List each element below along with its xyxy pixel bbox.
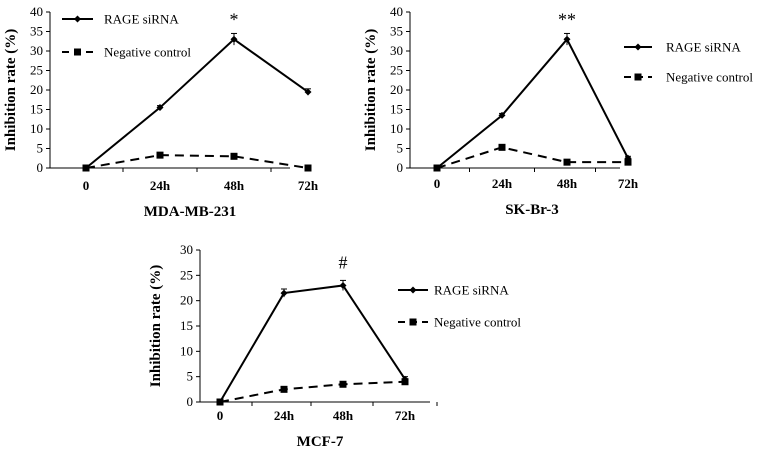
y-tick-label: 30: [180, 242, 193, 257]
y-tick-label: 35: [30, 24, 43, 39]
y-tick-label: 5: [397, 141, 404, 156]
series-line-1: [219, 284, 406, 403]
x-tick-label: 24h: [274, 408, 295, 423]
data-point: [156, 104, 164, 112]
y-tick-label: 20: [390, 82, 403, 97]
significance-marker: #: [339, 252, 348, 272]
y-axis-label: Inhibition rate (%): [148, 265, 164, 388]
x-tick-label: 72h: [395, 408, 416, 423]
y-tick-label: 5: [37, 141, 44, 156]
y-tick-label: 0: [187, 394, 194, 409]
y-axis-label: Inhibition rate (%): [363, 29, 379, 152]
series-line-2: [219, 380, 406, 403]
y-tick-label: 15: [180, 318, 193, 333]
y-tick-label: 10: [30, 121, 43, 136]
y-tick-label: 25: [30, 63, 43, 78]
series-line-1: [436, 37, 629, 169]
significance-marker: *: [230, 9, 239, 29]
y-tick-label: 10: [180, 343, 193, 358]
legend-label: RAGE siRNA: [666, 40, 741, 55]
x-tick-label: 24h: [492, 176, 513, 191]
data-point: [563, 158, 571, 166]
legend-label: Negative control: [104, 45, 191, 60]
legend-label: RAGE siRNA: [434, 283, 509, 298]
data-point: [624, 158, 632, 166]
y-tick-label: 30: [30, 43, 43, 58]
data-point: [498, 143, 506, 151]
series-line-2: [85, 154, 309, 169]
panel-title: MDA-MB-231: [144, 204, 236, 220]
legend-label: Negative control: [434, 315, 521, 330]
legend-marker: [74, 48, 81, 56]
data-point: [230, 152, 238, 160]
x-tick-label: 48h: [557, 176, 578, 191]
x-tick-label: 0: [217, 408, 224, 423]
chart-panel-2: 0 5 10 15 20 25 30 35 40 0 24h 48h 72h Inhibition rat…: [363, 4, 753, 218]
y-tick-label: 5: [187, 369, 194, 384]
legend-marker: [409, 318, 417, 326]
data-point: [433, 164, 441, 172]
y-tick-label: 25: [180, 267, 193, 282]
panel-title: MCF-7: [297, 434, 344, 450]
x-tick-label: 48h: [333, 408, 354, 423]
data-point: [280, 289, 288, 297]
y-tick-label: 15: [390, 102, 403, 117]
y-tick-label: 20: [30, 82, 43, 97]
y-tick-label: 20: [180, 293, 193, 308]
data-point: [498, 111, 506, 119]
legend-marker: [634, 73, 642, 81]
series-line-1: [85, 38, 309, 169]
x-tick-label: 0: [83, 178, 90, 193]
data-point: [401, 378, 409, 386]
y-tick-label: 30: [390, 43, 403, 58]
data-point: [216, 398, 224, 406]
data-point: [304, 88, 312, 96]
x-tick-label: 48h: [224, 178, 245, 193]
y-tick-label: 0: [397, 160, 404, 175]
legend-marker: [409, 286, 417, 294]
y-tick-label: 25: [390, 63, 403, 78]
y-tick-label: 40: [390, 4, 403, 19]
data-point: [156, 151, 164, 159]
x-tick-label: 72h: [618, 176, 639, 191]
legend-marker: [634, 43, 642, 51]
data-point: [339, 380, 347, 388]
legend-label: Negative control: [666, 70, 753, 85]
legend-marker: [74, 15, 81, 23]
y-tick-label: 15: [30, 102, 43, 117]
x-tick-label: 0: [434, 176, 441, 191]
data-point: [280, 385, 288, 393]
data-point: [563, 35, 571, 43]
legend-label: RAGE siRNA: [104, 12, 179, 27]
y-tick-label: 0: [37, 160, 44, 175]
chart-panel-1: 0 5 10 15 20 25 30 35 40 0 24h 48h 72h Inhibition rat…: [3, 4, 319, 220]
y-axis-label: Inhibition rate (%): [3, 29, 19, 152]
data-point: [82, 164, 90, 172]
y-tick-label: 10: [390, 121, 403, 136]
significance-marker: **: [558, 9, 576, 29]
x-tick-label: 24h: [150, 178, 171, 193]
data-point: [230, 35, 238, 43]
y-tick-label: 40: [30, 4, 43, 19]
data-point: [339, 281, 347, 289]
series-line-2: [436, 146, 628, 169]
y-tick-label: 35: [390, 24, 403, 39]
x-tick-label: 72h: [298, 178, 319, 193]
chart-panel-3: 0 5 10 15 20 25 30 0 24h 48h 72h Inhibition rate (%…: [148, 242, 521, 450]
panel-title: SK-Br-3: [505, 202, 559, 218]
data-point: [304, 164, 312, 172]
